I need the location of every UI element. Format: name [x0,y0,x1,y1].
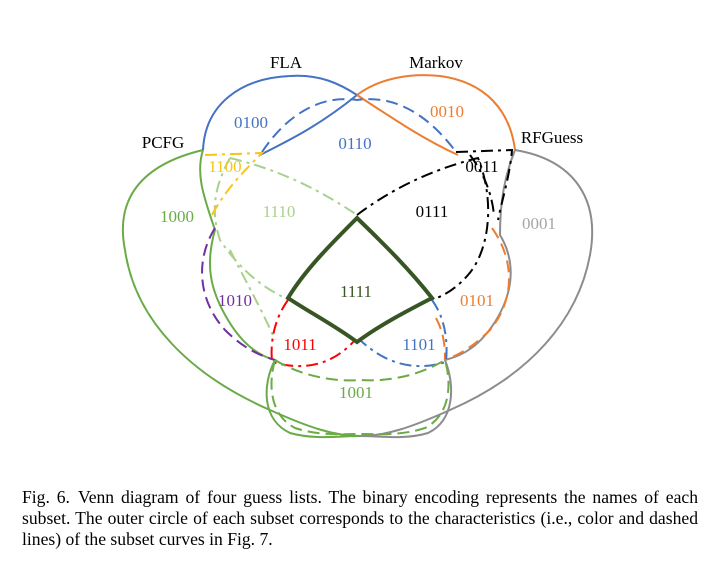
set-outline-fla [202,74,358,151]
subset-curve-1001 [270,358,450,436]
set-outline-pcfg-inner [199,149,361,439]
set-outline-markov [356,74,516,151]
set-label-markov: Markov [409,53,463,72]
subset-curve-0011-b [469,154,495,216]
set-outline-rfguess [359,149,594,437]
region-label-1100: 1100 [208,157,241,176]
subset-curve-0101 [444,227,510,361]
region-label-1111: 1111 [340,282,372,301]
region-label-0111: 0111 [416,202,449,221]
fla-inner-boundary [259,94,358,156]
set-outline-pcfg [121,149,361,437]
set-label-pcfg: PCFG [142,133,185,152]
region-label-1110: 1110 [263,202,296,221]
region-label-0010: 0010 [430,102,464,121]
region-label-0011: 0011 [465,157,498,176]
subset-curve-0111 [356,156,490,301]
subset-curve-0110 [261,98,457,153]
subset-curve-0101-b [435,317,446,361]
subset-curve-0011 [455,148,514,221]
region-label-0101: 0101 [460,291,494,310]
caption-text: Venn diagram of four guess lists. The bi… [22,487,698,549]
region-label-1000: 1000 [160,207,194,226]
subset-curve-1010 [201,227,276,361]
figure-number: Fig. 6. [22,487,70,507]
figure-caption: Fig. 6. Venn diagram of four guess lists.… [22,487,698,550]
venn-diagram: FLA Markov PCFG RFGuess 0100 0010 0110 1… [121,53,594,439]
subset-curve-1111 [285,215,436,345]
region-label-1011: 1011 [283,335,316,354]
region-label-0110: 0110 [338,134,371,153]
region-label-0100: 0100 [234,113,268,132]
subset-curve-1110-b [229,157,358,216]
subset-curve-1011 [270,299,356,368]
subset-curve-1110 [213,157,291,301]
set-outline-rfguess-inner [359,149,516,439]
subset-curve-1010-b [229,249,276,341]
subset-curve-1101 [359,299,448,368]
region-label-1010: 1010 [218,291,252,310]
set-label-fla: FLA [270,53,303,72]
subset-curve-1100 [204,151,265,216]
set-label-rfguess: RFGuess [521,128,583,147]
region-label-1001: 1001 [339,383,373,402]
markov-inner-boundary [356,94,459,156]
region-label-1101: 1101 [402,335,435,354]
region-label-0001: 0001 [522,214,556,233]
